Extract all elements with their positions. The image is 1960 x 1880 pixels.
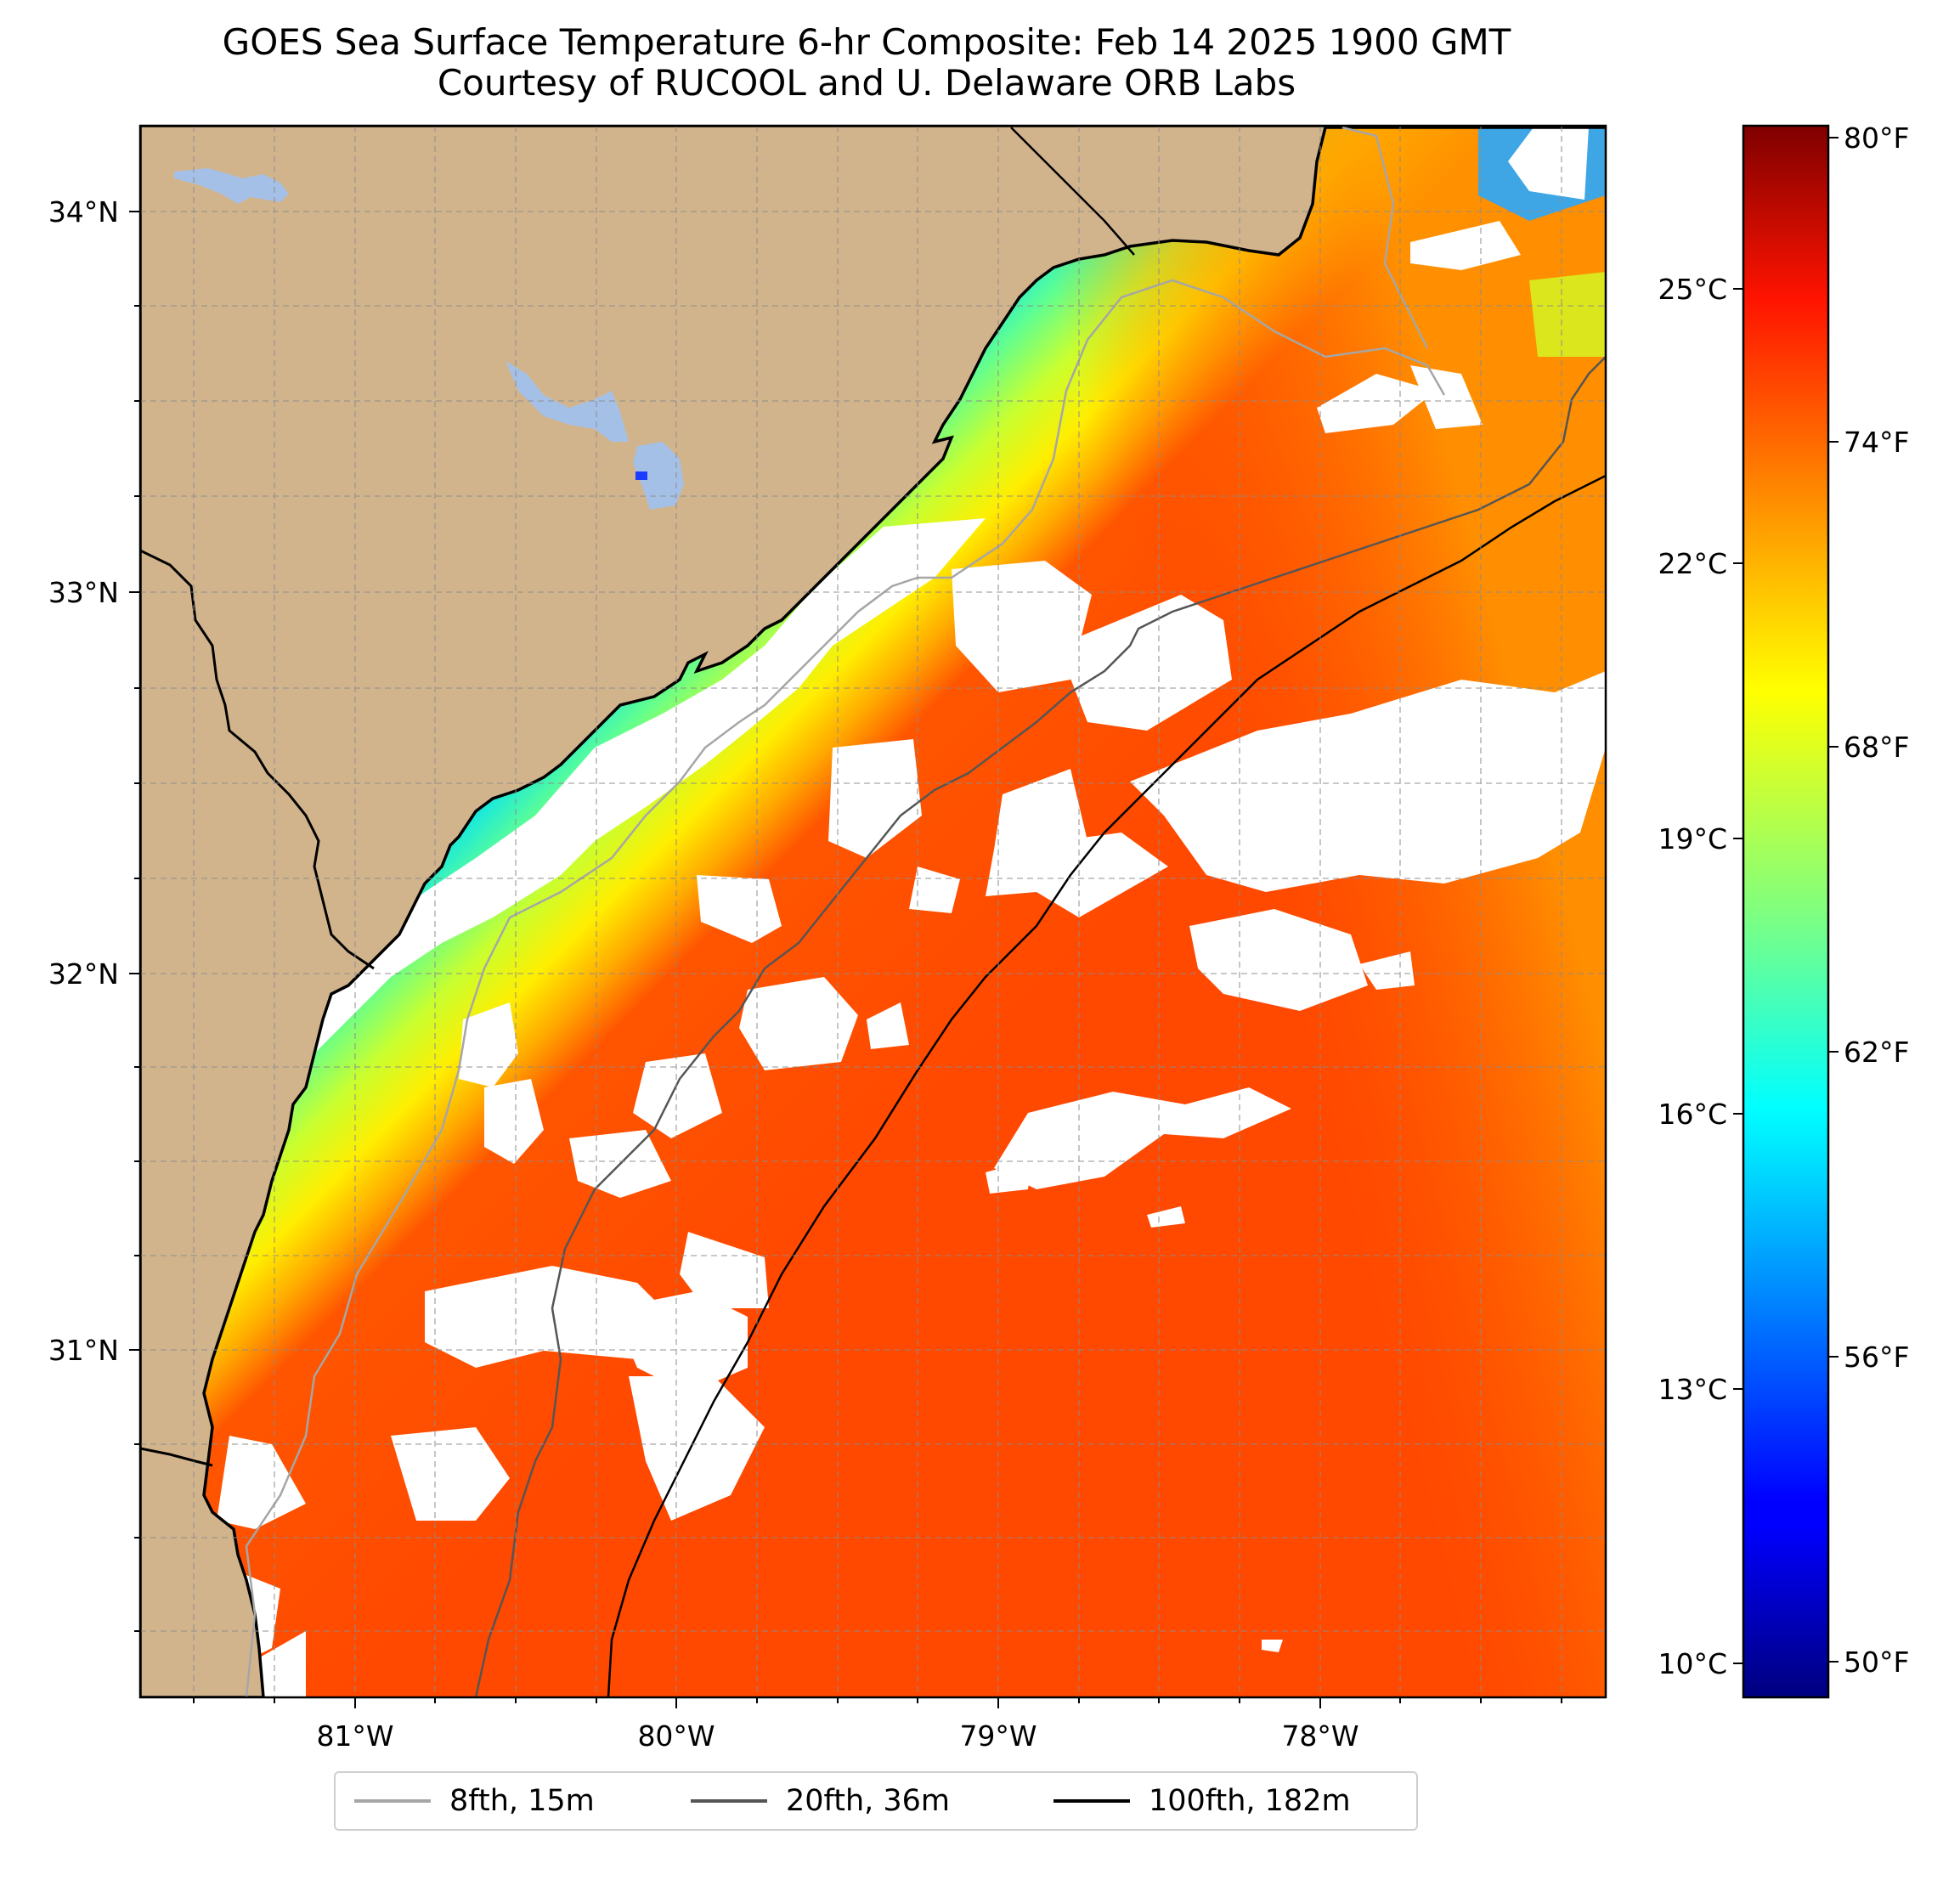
lake-moultrie [633,442,684,510]
lat-label-32n: 32°N [48,957,119,991]
lat-label-31n: 31°N [48,1334,119,1367]
cbar-f-label-74: 74°F [1844,426,1909,459]
sst-patch-yellow-ne [1529,272,1606,357]
legend-label-20fth: 20fth, 36m [786,1784,951,1818]
cbar-f-label-80: 80°F [1844,121,1909,155]
lon-label-78w: 78°W [1281,1719,1358,1753]
state-border [1010,127,1135,256]
lake-waccamaw [174,168,289,204]
chart-title: GOES Sea Surface Temperature 6-hr Compos… [93,22,1640,104]
cbar-f-label-56: 56°F [1844,1341,1909,1374]
cbar-c-label-22: 22°C [1658,547,1727,580]
legend-item-8fth: 8fth, 15m [354,1773,595,1829]
cbar-f-label-62: 62°F [1844,1036,1909,1069]
cbar-c-label-13: 13°C [1658,1373,1727,1406]
lon-label-80w: 80°W [637,1719,715,1753]
axis-ticks [129,211,1562,1708]
river-savannah [140,549,375,970]
legend-line-8fth [354,1799,431,1803]
title-line-2: Courtesy of RUCOOL and U. Delaware ORB L… [437,62,1296,104]
lon-label-79w: 79°W [959,1719,1036,1753]
lake-marion [506,361,629,442]
cbar-c-label-10: 10°C [1658,1647,1727,1680]
isobath-100fth [607,474,1606,1697]
cbar-c-label-25: 25°C [1658,273,1727,306]
legend-line-100fth [1053,1799,1130,1803]
title-line-1: GOES Sea Surface Temperature 6-hr Compos… [222,21,1511,63]
legend-label-8fth: 8fth, 15m [449,1784,595,1818]
isobath-8fth [245,126,1446,1697]
river-st-marys [140,1447,213,1467]
colorbar [1742,124,1830,1699]
cloud-gaps [187,127,1606,1697]
cbar-f-label-50: 50°F [1844,1646,1909,1679]
land-mass [140,126,1606,1697]
cbar-c-label-16: 16°C [1658,1098,1727,1131]
lake-data-pixel [635,471,647,480]
legend-line-20fth [691,1799,767,1803]
legend-item-100fth: 100fth, 182m [1053,1773,1351,1829]
isobath-legend: 8fth, 15m 20fth, 36m 100fth, 182m [334,1771,1418,1831]
lat-label-34n: 34°N [48,195,119,229]
cbar-c-label-19: 19°C [1658,822,1727,855]
colorbar-ticks [1733,137,1839,1664]
lon-label-81w: 81°W [316,1719,393,1753]
cbar-f-label-68: 68°F [1844,731,1909,764]
map-area [140,126,1606,1697]
map-frame [138,124,1607,1699]
legend-item-20fth: 20fth, 36m [691,1773,950,1829]
gridlines [140,126,1606,1697]
lat-label-33n: 33°N [48,576,119,609]
legend-label-100fth: 100fth, 182m [1149,1784,1351,1818]
